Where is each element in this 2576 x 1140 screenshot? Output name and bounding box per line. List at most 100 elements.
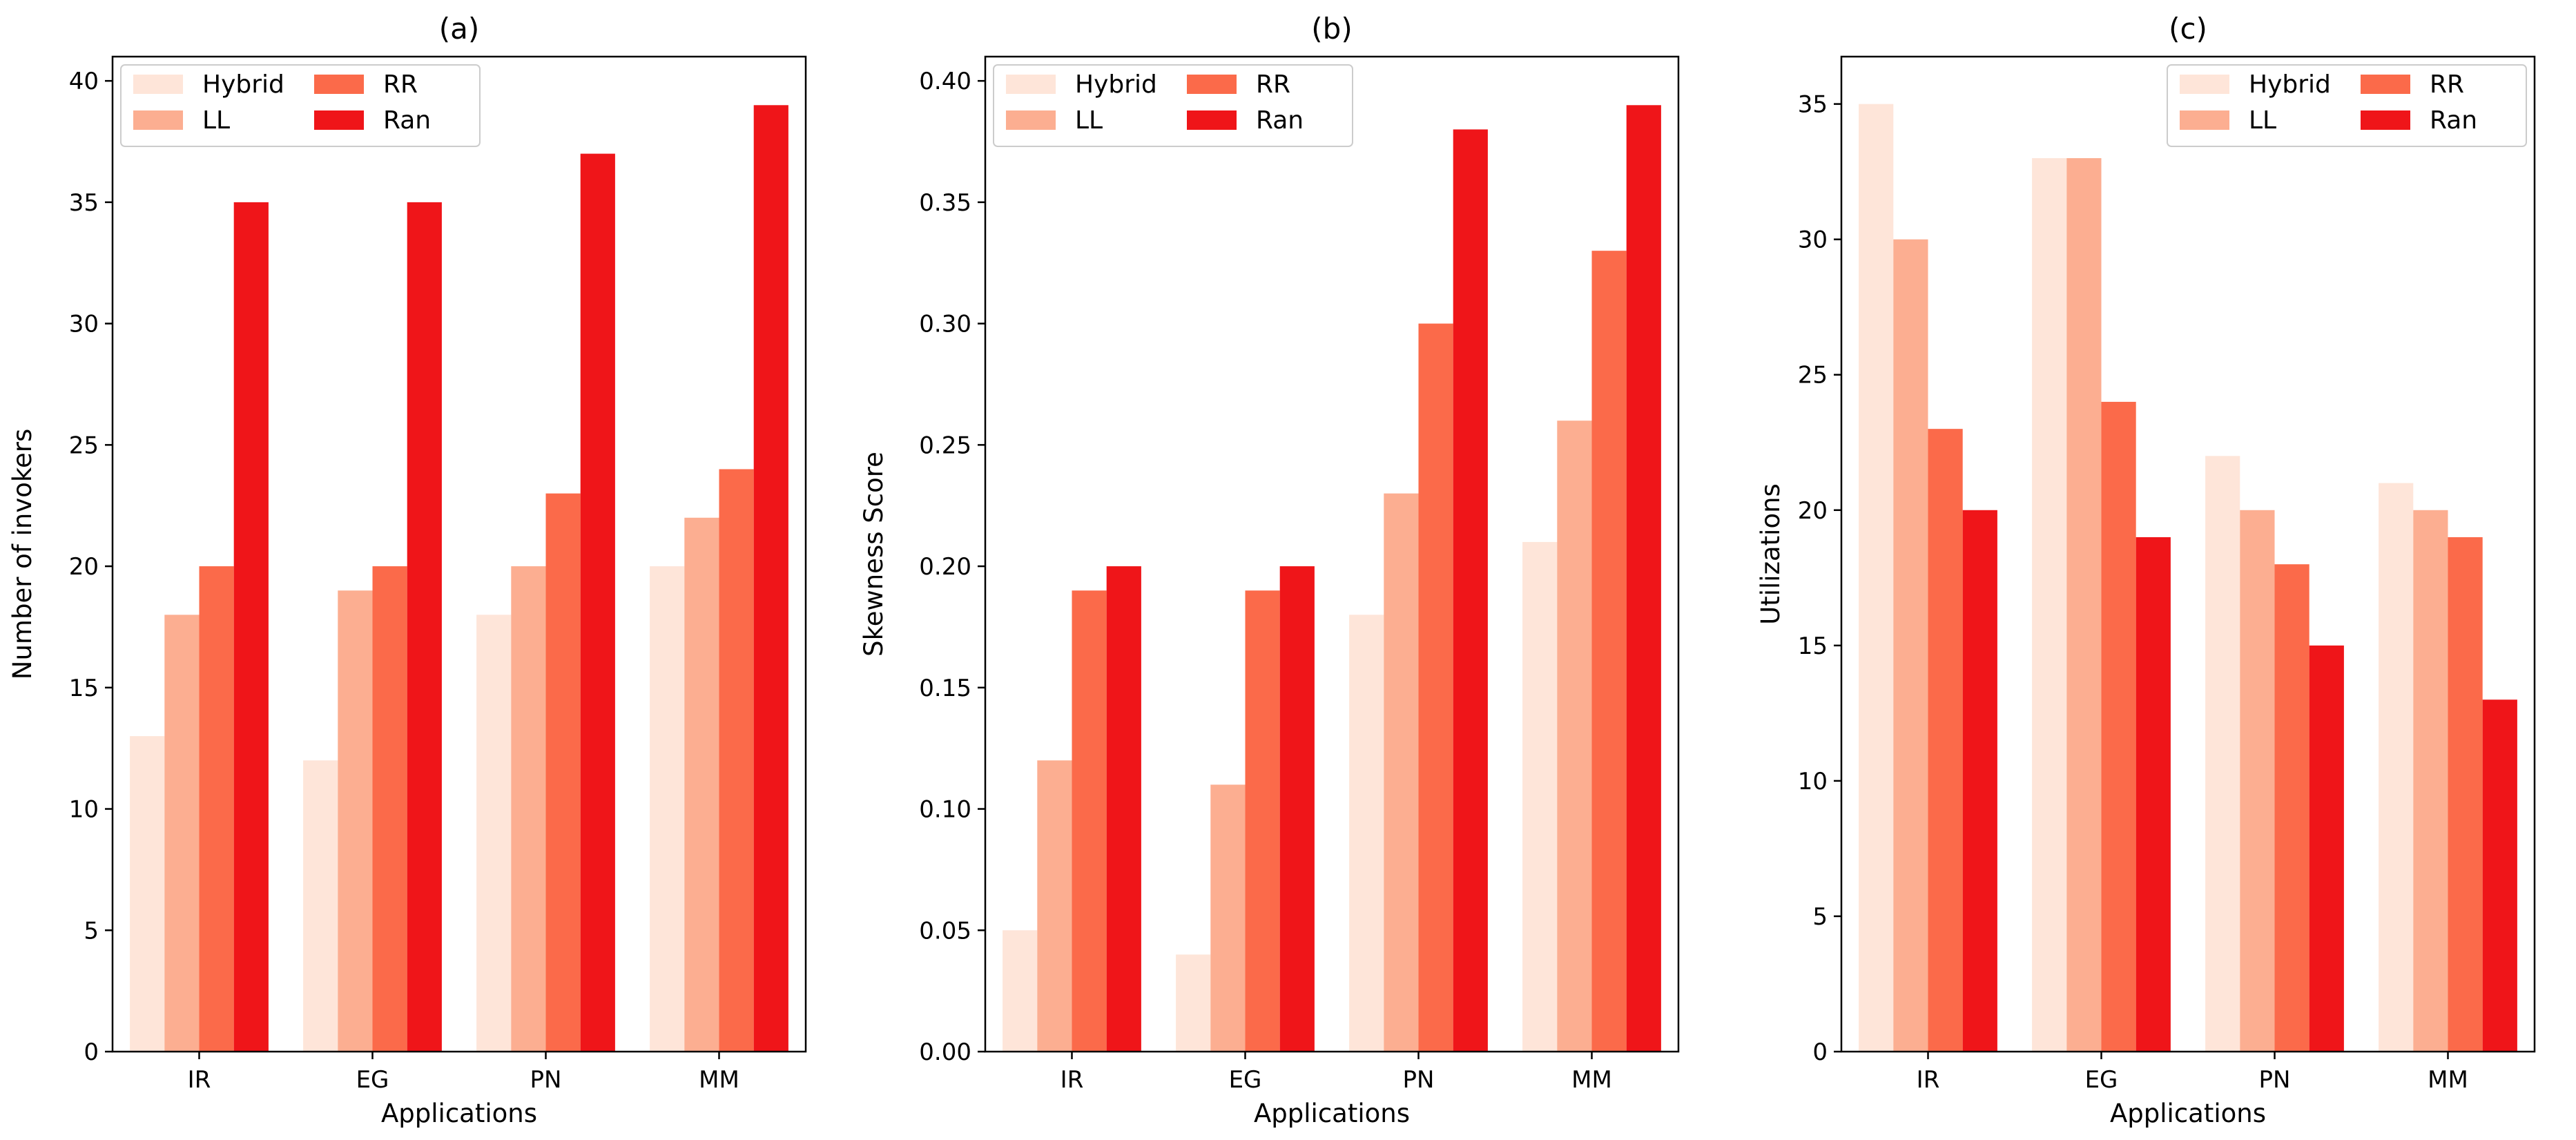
x-axis-label: Applications (2110, 1099, 2266, 1128)
bar-rr-mm (719, 469, 754, 1052)
bar-hybrid-ir (1003, 930, 1038, 1052)
x-tick-label: MM (2428, 1066, 2468, 1094)
y-tick-label: 20 (1798, 497, 1828, 525)
legend-swatch-ran (2361, 110, 2410, 130)
y-tick-label: 35 (69, 189, 99, 217)
bar-ran-pn (580, 153, 615, 1052)
bar-ll-pn (1384, 493, 1419, 1052)
bar-ll-mm (2413, 510, 2448, 1052)
y-tick-label: 15 (69, 675, 99, 702)
bar-hybrid-ir (1859, 104, 1894, 1052)
bar-ran-ir (1962, 510, 1997, 1052)
legend-swatch-rr (314, 75, 364, 94)
axes-frame (984, 55, 1680, 1053)
legend-swatch-ll (2180, 110, 2229, 130)
bar-rr-pn (545, 493, 581, 1052)
bar-hybrid-pn (1349, 615, 1384, 1052)
bar-ran-ir (233, 202, 269, 1052)
x-tick-label: MM (699, 1066, 739, 1094)
legend: Hybrid LL RR Ran (120, 64, 481, 147)
y-axis-label: Skewness Score (859, 452, 889, 657)
y-tick-label: 10 (1798, 768, 1828, 795)
legend-swatch-ll (1006, 110, 1056, 130)
y-tick-label: 5 (84, 917, 99, 945)
y-tick-label: 15 (1798, 632, 1828, 660)
legend-label: Ran (2430, 106, 2477, 135)
y-tick-label: 10 (69, 796, 99, 824)
y-tick-label: 30 (1798, 226, 1828, 254)
bar-ll-pn (511, 566, 546, 1052)
bar-hybrid-eg (1176, 954, 1211, 1052)
bar-ll-mm (684, 517, 719, 1052)
y-tick-label: 0.35 (919, 189, 971, 217)
chart-panel-2: 0.00 0.05 0.10 0.15 0.20 0.25 0.30 0.35 0.40 IR EG… (859, 12, 1680, 1128)
legend-label: LL (202, 106, 230, 135)
bar-rr-ir (1072, 590, 1107, 1052)
bar-rr-ir (199, 566, 234, 1052)
bar-ll-eg (1210, 784, 1246, 1052)
chart-title: (c) (2169, 12, 2207, 46)
axes-frame (1840, 55, 2536, 1053)
bar-rr-ir (1928, 429, 1963, 1052)
chart-title: (a) (439, 12, 480, 46)
legend-label: RR (2430, 70, 2464, 99)
x-axis-label: Applications (1254, 1099, 1410, 1128)
chart-panel-1: 0 5 10 15 20 25 30 35 40 IR EG PN MM (a) Applications N… (8, 12, 807, 1128)
bar-rr-mm (1591, 251, 1627, 1052)
legend-swatch-hybrid (133, 75, 183, 94)
x-tick-label: PN (530, 1066, 562, 1094)
y-tick-label: 30 (69, 311, 99, 338)
x-axis-label: Applications (381, 1099, 537, 1128)
x-tick-label: IR (188, 1066, 211, 1094)
x-tick-label: IR (1061, 1066, 1084, 1094)
y-tick-label: 0.30 (919, 311, 971, 338)
legend-label: Hybrid (1075, 70, 1157, 99)
legend: Hybrid LL RR Ran (2167, 64, 2527, 147)
bar-ll-ir (164, 615, 200, 1052)
y-tick-label: 25 (69, 432, 99, 459)
legend-swatch-ll (133, 110, 183, 130)
legend-box (120, 64, 481, 147)
legend-label: Hybrid (2249, 70, 2331, 99)
bar-ran-mm (2482, 699, 2517, 1052)
legend-swatch-rr (2361, 75, 2410, 94)
y-tick-label: 5 (1812, 903, 1828, 931)
bar-hybrid-ir (130, 736, 165, 1052)
bar-ll-eg (2066, 158, 2102, 1052)
bar-hybrid-mm (2379, 483, 2414, 1052)
legend-label: RR (383, 70, 418, 99)
bar-ll-mm (1557, 421, 1592, 1052)
bar-ran-mm (1626, 105, 1661, 1052)
bar-hybrid-mm (1522, 541, 1558, 1052)
y-tick-label: 0 (84, 1038, 99, 1066)
y-tick-label: 0.05 (919, 917, 971, 945)
bar-hybrid-mm (650, 566, 685, 1052)
bar-rr-eg (2101, 401, 2136, 1052)
chart-title: (b) (1311, 12, 1352, 46)
bar-ran-ir (1106, 566, 1141, 1052)
bar-ran-pn (2309, 645, 2344, 1052)
x-tick-label: IR (1917, 1066, 1940, 1094)
y-tick-label: 0.00 (919, 1038, 971, 1066)
legend-swatch-ran (1187, 110, 1237, 130)
bar-ll-pn (2240, 510, 2275, 1052)
y-tick-label: 0.20 (919, 553, 971, 581)
bar-rr-mm (2448, 537, 2483, 1052)
legend-swatch-rr (1187, 75, 1237, 94)
legend-label: LL (1075, 106, 1103, 135)
bar-rr-eg (1245, 590, 1280, 1052)
bar-rr-pn (2274, 564, 2309, 1052)
y-tick-label: 0.25 (919, 432, 971, 459)
y-tick-label: 35 (1798, 91, 1828, 119)
y-tick-label: 0.10 (919, 796, 971, 824)
legend-label: RR (1256, 70, 1290, 99)
x-tick-label: EG (1229, 1066, 1262, 1094)
x-tick-label: EG (356, 1066, 389, 1094)
bar-ran-pn (1453, 129, 1488, 1052)
x-tick-label: EG (2085, 1066, 2118, 1094)
legend-box (2167, 64, 2527, 147)
bar-rr-eg (372, 566, 407, 1052)
y-tick-label: 0.15 (919, 675, 971, 702)
y-tick-label: 0 (1812, 1038, 1828, 1066)
